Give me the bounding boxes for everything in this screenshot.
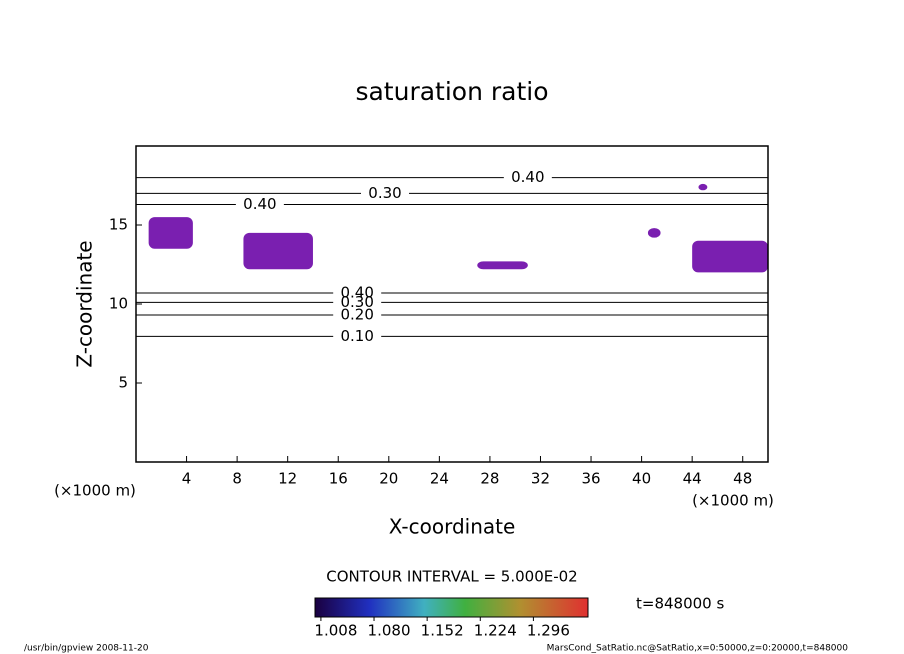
footer-left: /usr/bin/gpview 2008-11-20 bbox=[24, 644, 149, 654]
x-tick-label: 28 bbox=[480, 470, 499, 488]
x-tick-label: 4 bbox=[182, 470, 192, 488]
footer-right: MarsCond_SatRatio.nc@SatRatio,x=0:50000,… bbox=[547, 644, 849, 654]
colorbar-tick-label: 1.224 bbox=[474, 622, 517, 640]
colorbar-tick-label: 1.152 bbox=[421, 622, 464, 640]
contour-label: 0.40 bbox=[340, 283, 373, 301]
saturated-region bbox=[647, 228, 661, 238]
y-axis-label: Z-coordinate bbox=[73, 240, 97, 367]
contour-label: 0.10 bbox=[340, 327, 373, 345]
colorbar-tick-label: 1.080 bbox=[368, 622, 411, 640]
contour-label: 0.30 bbox=[340, 293, 373, 311]
colorbar-tick-label: 1.008 bbox=[314, 622, 357, 640]
x-tick-label: 40 bbox=[632, 470, 651, 488]
x-tick-label: 44 bbox=[683, 470, 702, 488]
contour-label: 0.40 bbox=[511, 168, 544, 186]
y-tick-label: 10 bbox=[109, 295, 128, 313]
y-tick-label: 15 bbox=[109, 216, 128, 234]
x-tick-label: 32 bbox=[531, 470, 550, 488]
x-tick-label: 24 bbox=[430, 470, 449, 488]
contour-interval: CONTOUR INTERVAL = 5.000E-02 bbox=[326, 568, 577, 586]
contour-label: 0.20 bbox=[340, 306, 373, 324]
x-tick-label: 16 bbox=[329, 470, 348, 488]
contour-label: 0.40 bbox=[243, 195, 276, 213]
x-tick-label: 48 bbox=[733, 470, 752, 488]
colorbar-tick-label: 1.296 bbox=[527, 622, 570, 640]
saturated-region bbox=[698, 183, 708, 191]
colorbar bbox=[314, 597, 589, 618]
time-label: t=848000 s bbox=[636, 595, 724, 613]
saturated-region bbox=[692, 240, 768, 273]
saturated-region bbox=[148, 217, 193, 249]
x-tick-label: 8 bbox=[232, 470, 242, 488]
saturated-region bbox=[477, 261, 528, 270]
y-unit: (×1000 m) bbox=[54, 482, 136, 500]
y-tick-label: 5 bbox=[118, 374, 128, 392]
x-axis-label: X-coordinate bbox=[389, 515, 516, 539]
chart-title: saturation ratio bbox=[355, 77, 548, 106]
saturated-region bbox=[243, 232, 313, 270]
contour-label: 0.30 bbox=[368, 184, 401, 202]
x-tick-label: 12 bbox=[278, 470, 297, 488]
x-tick-label: 20 bbox=[379, 470, 398, 488]
x-tick-label: 36 bbox=[581, 470, 600, 488]
x-unit: (×1000 m) bbox=[692, 492, 774, 510]
